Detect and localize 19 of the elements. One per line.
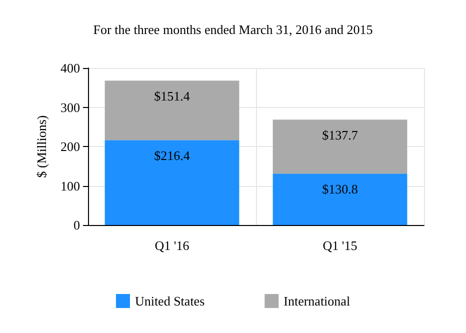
chart-title: For the three months ended March 31, 2016 and 2015 — [93, 22, 373, 37]
y-tick-label: 300 — [60, 100, 80, 115]
legend-label: United States — [134, 294, 205, 308]
y-tick-label: 200 — [60, 139, 80, 154]
x-tick-label: Q1 '16 — [154, 238, 190, 253]
bar — [272, 120, 408, 174]
data-label: $130.8 — [322, 182, 358, 197]
bar — [104, 80, 240, 140]
bar — [272, 174, 408, 225]
y-axis-title: $ (Millions) — [34, 115, 49, 178]
y-tick-label: 400 — [60, 60, 80, 76]
y-tick-label: 100 — [60, 178, 80, 194]
y-tick-label: 0 — [74, 218, 80, 232]
data-label: $216.4 — [154, 148, 190, 164]
x-tick-label: Q1 '15 — [322, 238, 358, 253]
bar — [104, 140, 240, 225]
data-label: $151.4 — [154, 88, 190, 104]
data-label: $137.7 — [322, 128, 358, 143]
legend-label: International — [284, 294, 350, 308]
